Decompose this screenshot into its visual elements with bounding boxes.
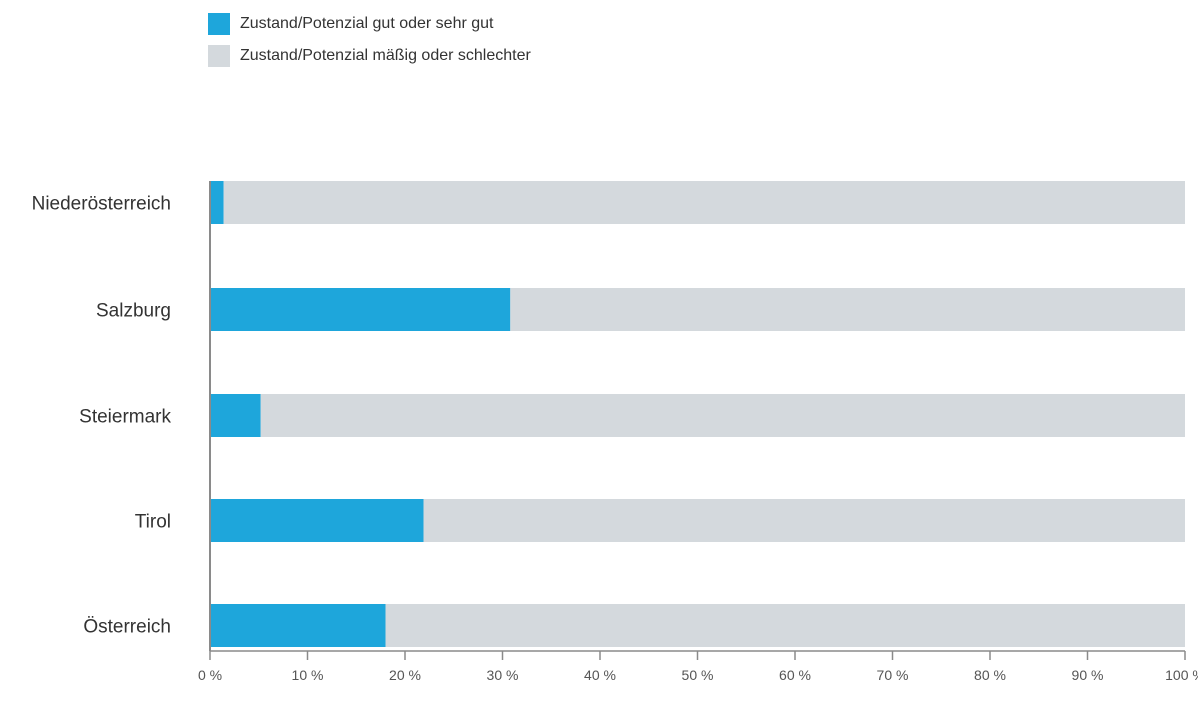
bar-good-0 [210,181,224,224]
legend-label-good: Zustand/Potenzial gut oder sehr gut [240,15,494,32]
bar-moderate-2 [260,394,1185,437]
bar-good-1 [210,288,511,331]
category-label: Niederösterreich [32,194,171,215]
legend: Zustand/Potenzial gut oder sehr gut Zust… [208,13,531,77]
x-tick-label: 0 % [198,667,222,683]
x-tick-label: 10 % [292,667,324,683]
bar-moderate-1 [510,288,1185,331]
x-tick-label: 60 % [779,667,811,683]
bar-moderate-0 [223,181,1185,224]
category-label: Tirol [135,512,171,533]
bar-good-2 [210,394,261,437]
category-label: Salzburg [96,301,171,322]
category-label: Steiermark [79,407,171,428]
bar-moderate-4 [385,604,1185,647]
legend-item-moderate: Zustand/Potenzial mäßig oder schlechter [208,45,531,67]
bar-good-3 [210,499,424,542]
category-label: Österreich [83,617,171,638]
legend-item-good: Zustand/Potenzial gut oder sehr gut [208,13,531,35]
x-tick-label: 40 % [584,667,616,683]
bars-group [210,181,1185,647]
x-tick-label: 70 % [877,667,909,683]
x-tick-label: 100 % [1165,667,1198,683]
bar-moderate-3 [423,499,1185,542]
legend-swatch-good [208,13,230,35]
x-tick-label: 20 % [389,667,421,683]
x-tick-label: 50 % [682,667,714,683]
x-axis: 0 % 10 % 20 % 30 % 40 % 50 % 60 % 70 % 80 % 90 % 1… [198,181,1198,683]
x-tick-label: 90 % [1072,667,1104,683]
x-tick-label: 30 % [487,667,519,683]
legend-swatch-moderate [208,45,230,67]
legend-label-moderate: Zustand/Potenzial mäßig oder schlechter [240,47,531,64]
bar-good-4 [210,604,386,647]
x-tick-label: 80 % [974,667,1006,683]
category-labels: Niederösterreich Salzburg Steiermark Tirol Ö… [32,194,172,638]
